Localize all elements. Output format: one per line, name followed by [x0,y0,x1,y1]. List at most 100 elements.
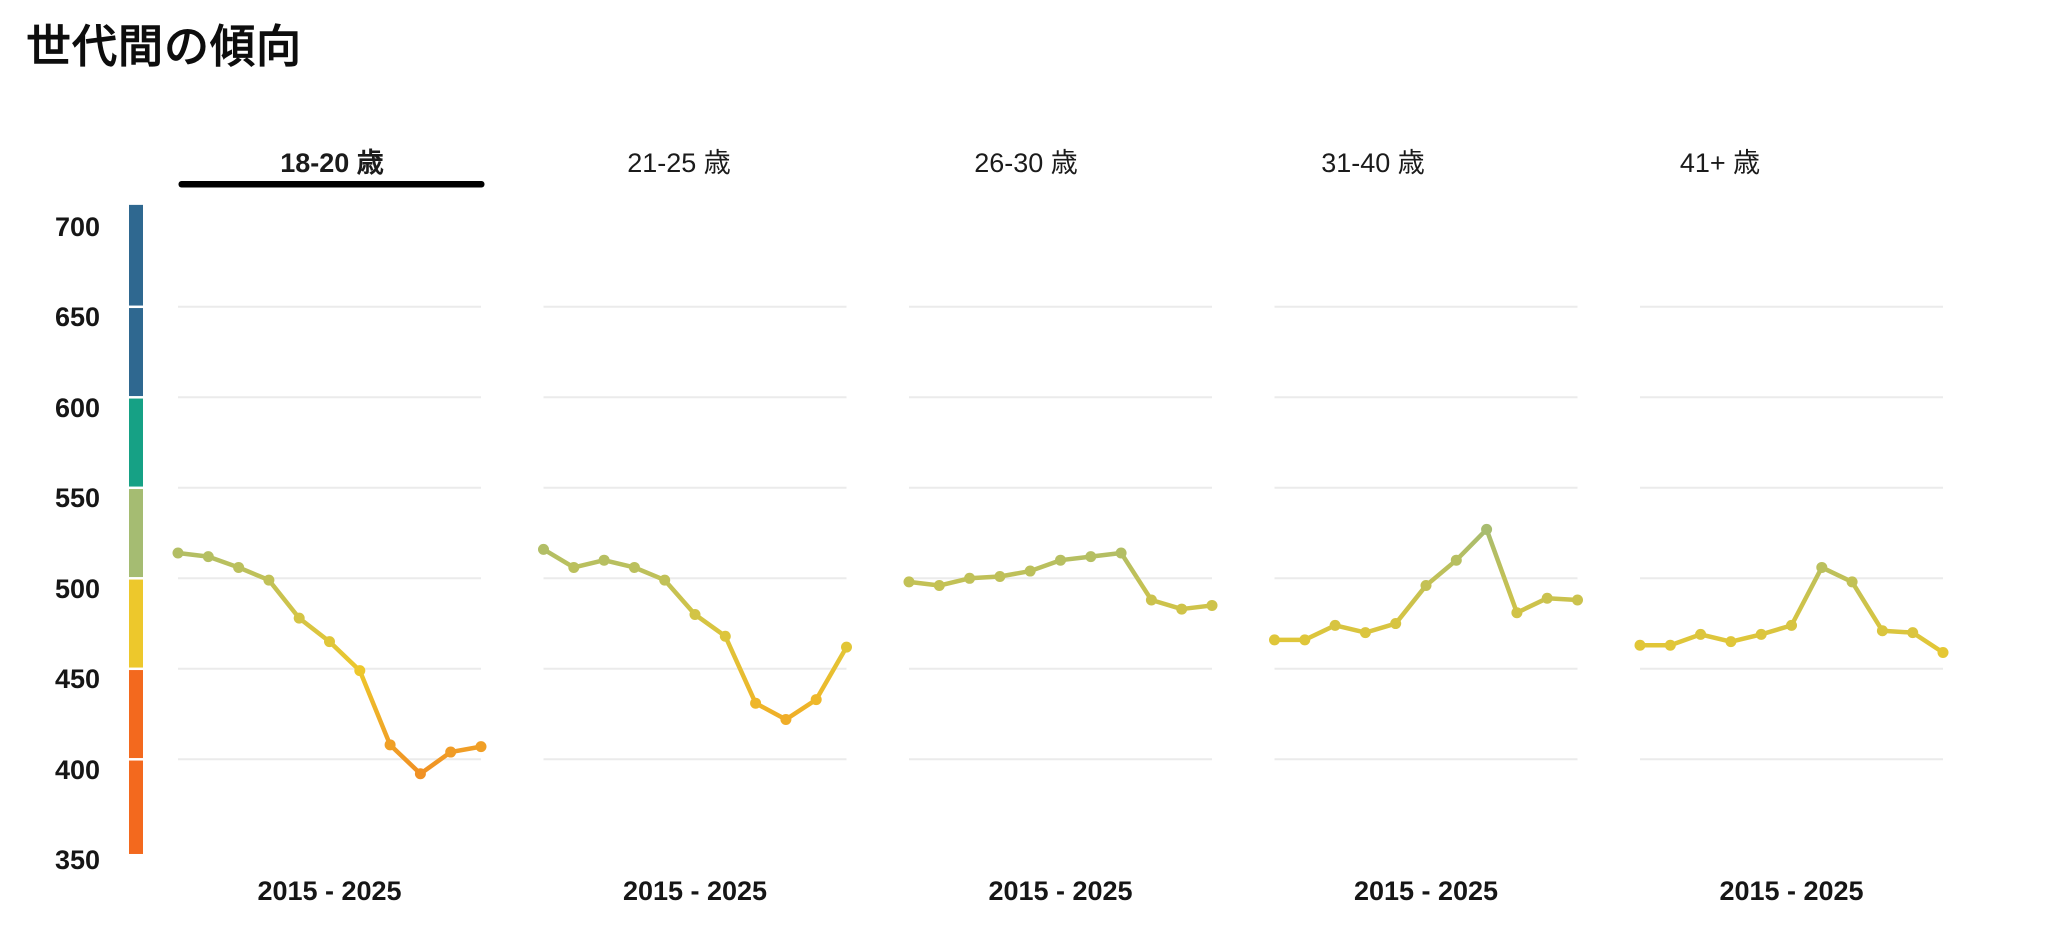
data-point-21-25 歳-2015[interactable] [538,543,549,555]
data-point-18-20 歳-2023[interactable] [414,768,426,780]
line-segment [1393,583,1429,626]
axis-color-band-600-650 [129,308,143,397]
x-axis-label-26-30 歳: 2015 - 2025 [988,876,1133,906]
line-series-31-40 歳 [1269,523,1583,646]
line-segment [692,612,728,639]
x-axis-label-41+ 歳: 2015 - 2025 [1719,876,1864,906]
data-point-21-25 歳-2020[interactable] [689,609,701,620]
axis-color-band-450-500 [129,579,143,668]
tab-age-group-41+ 歳[interactable]: 41+ 歳 [1679,148,1761,178]
data-point-41+ 歳-2023[interactable] [1876,625,1888,637]
line-segment [1484,527,1520,615]
data-point-41+ 歳-2015[interactable] [1634,639,1646,651]
x-axis-label-21-25 歳: 2015 - 2025 [622,876,768,906]
data-point-31-40 歳-2016[interactable] [1299,634,1311,646]
tab-age-group-18-20 歳[interactable]: 18-20 歳 [280,148,384,178]
line-series-41+ 歳 [1634,561,1949,659]
x-axis-label-18-20 歳: 2015 - 2025 [257,876,402,906]
tab-age-group-26-30 歳[interactable]: 26-30 歳 [974,148,1078,178]
data-point-41+ 歳-2017[interactable] [1695,628,1707,640]
data-point-41+ 歳-2025[interactable] [1937,647,1949,659]
data-point-21-25 歳-2022[interactable] [750,697,762,709]
line-segment [266,577,302,621]
data-point-26-30 歳-2016[interactable] [933,580,945,592]
data-point-31-40 歳-2022[interactable] [1481,523,1493,535]
data-point-41+ 歳-2022[interactable] [1846,576,1858,588]
data-point-26-30 歳-2024[interactable] [1176,603,1188,615]
data-point-31-40 歳-2024[interactable] [1541,592,1553,604]
line-segment [1514,595,1550,615]
line-series-26-30 歳 [903,547,1218,615]
data-point-41+ 歳-2016[interactable] [1664,639,1676,651]
line-segment [813,644,849,702]
x-axis-label-31-40 歳: 2015 - 2025 [1353,876,1499,906]
data-point-31-40 歳-2025[interactable] [1572,594,1583,606]
data-point-31-40 歳-2017[interactable] [1329,619,1341,631]
line-segment [1910,630,1946,655]
axis-color-band-550-600 [129,398,143,487]
line-segment [662,577,698,617]
y-tick-600: 600 [54,392,100,423]
line-segment [327,639,363,673]
data-point-31-40 歳-2015[interactable] [1269,634,1280,646]
line-segment [753,700,789,722]
line-segment [357,668,393,748]
line-segment [296,615,332,644]
data-point-26-30 歳-2020[interactable] [1055,554,1066,566]
data-point-26-30 歳-2015[interactable] [903,576,915,588]
line-segment [387,742,423,777]
data-point-31-40 歳-2019[interactable] [1390,618,1402,630]
data-point-41+ 歳-2024[interactable] [1907,627,1919,639]
data-point-26-30 歳-2018[interactable] [994,570,1006,582]
data-point-21-25 歳-2024[interactable] [810,694,822,706]
data-point-18-20 歳-2018[interactable] [263,574,275,586]
data-point-26-30 歳-2022[interactable] [1115,547,1127,559]
axis-color-band-347-400 [129,760,143,854]
data-point-26-30 歳-2017[interactable] [964,572,976,584]
y-tick-450: 450 [54,664,100,695]
tab-age-group-21-25 歳[interactable]: 21-25 歳 [627,148,731,178]
data-point-31-40 歳-2021[interactable] [1450,554,1462,566]
data-point-21-25 歳-2021[interactable] [719,630,731,642]
data-point-41+ 歳-2020[interactable] [1786,619,1797,631]
data-point-21-25 歳-2016[interactable] [568,561,580,573]
line-segment [541,547,577,570]
data-point-41+ 歳-2018[interactable] [1725,636,1737,648]
data-point-26-30 歳-2023[interactable] [1145,594,1157,606]
y-tick-650: 650 [54,302,100,333]
line-segment [723,633,758,706]
data-point-21-25 歳-2018[interactable] [628,561,640,573]
tab-age-group-31-40 歳[interactable]: 31-40 歳 [1321,148,1425,178]
data-point-18-20 歳-2021[interactable] [354,665,366,677]
data-point-31-40 歳-2020[interactable] [1420,580,1432,592]
y-tick-350: 350 [54,845,100,876]
data-point-26-30 歳-2025[interactable] [1206,599,1218,611]
axis-color-band-500-550 [129,489,143,578]
data-point-21-25 歳-2025[interactable] [841,641,852,653]
axis-color-band-650-707 [129,204,143,306]
data-point-18-20 歳-2020[interactable] [324,636,335,648]
data-point-21-25 歳-2017[interactable] [598,554,610,566]
data-point-18-20 歳-2017[interactable] [233,561,245,573]
data-point-21-25 歳-2019[interactable] [659,574,671,586]
data-point-31-40 歳-2023[interactable] [1511,607,1523,619]
data-point-18-20 歳-2025[interactable] [475,741,487,753]
data-point-26-30 歳-2019[interactable] [1024,565,1036,577]
data-point-26-30 歳-2021[interactable] [1085,551,1097,563]
data-point-18-20 歳-2016[interactable] [202,551,214,563]
data-point-41+ 歳-2019[interactable] [1755,628,1767,640]
data-point-18-20 歳-2015[interactable] [172,547,184,559]
data-point-31-40 歳-2018[interactable] [1359,627,1371,639]
data-point-18-20 歳-2019[interactable] [293,612,305,624]
line-segment [1423,557,1459,588]
line-segment [1819,565,1855,585]
line-segment [783,697,819,722]
data-point-41+ 歳-2021[interactable] [1816,561,1828,573]
data-point-21-25 歳-2023[interactable] [780,713,792,725]
data-point-18-20 歳-2022[interactable] [384,739,396,751]
line-series-18-20 歳 [172,547,487,780]
data-point-18-20 歳-2024[interactable] [445,746,457,758]
line-segment [1302,623,1338,643]
